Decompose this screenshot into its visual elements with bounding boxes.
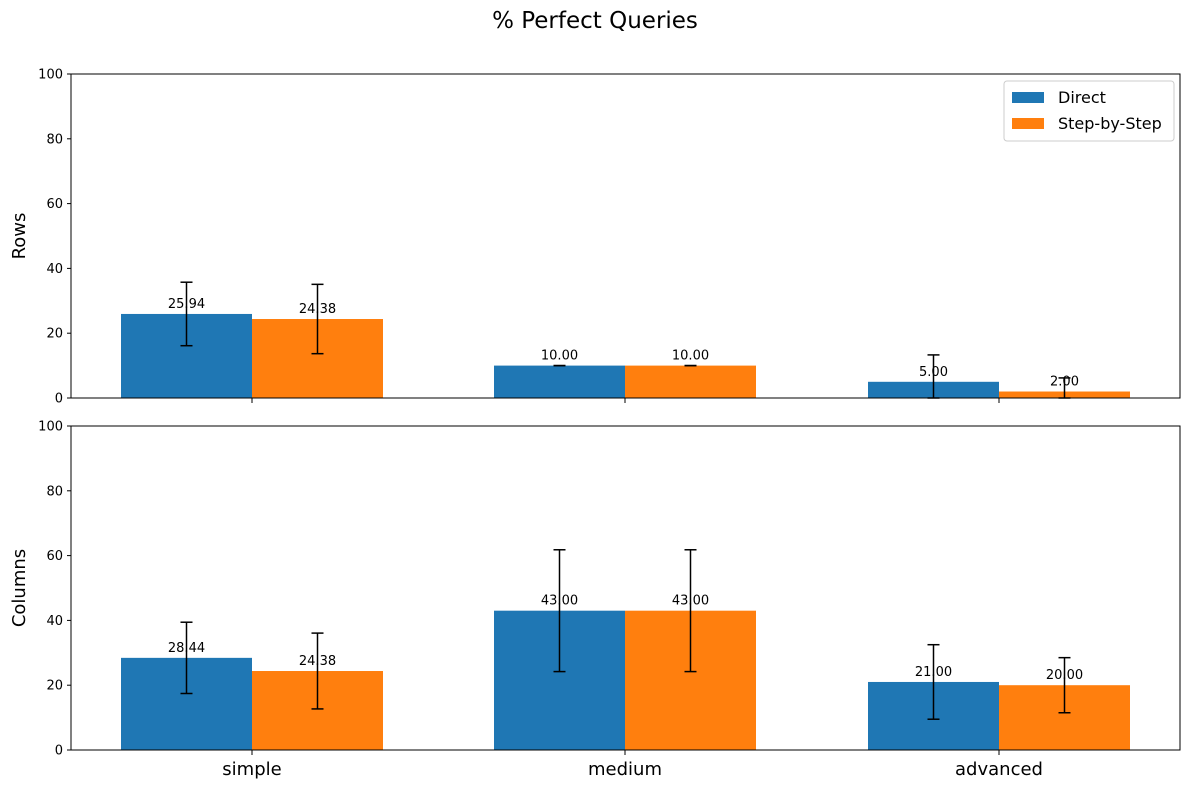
legend-box bbox=[1003, 80, 1175, 142]
bar-value-label: 10.00 bbox=[672, 349, 709, 364]
y-tick-label: 80 bbox=[46, 484, 63, 499]
panel-columns: 0 20 40 60 80 100 Columns 28.44 43.00 21.00 24.38 4… bbox=[9, 420, 1181, 759]
bar-value-label: 5.00 bbox=[919, 365, 948, 380]
legend-swatch-step-by-step bbox=[1012, 118, 1044, 129]
chart-title: % Perfect Queries bbox=[492, 8, 698, 34]
legend: Direct Step-by-Step bbox=[1003, 80, 1175, 142]
bar-step-by-step-medium bbox=[625, 365, 756, 398]
error-bar bbox=[1058, 656, 1071, 714]
bar-value-label: 43.00 bbox=[541, 594, 578, 609]
bar-value-label: 24.38 bbox=[299, 654, 336, 669]
bar-value-label: 10.00 bbox=[541, 349, 578, 364]
y-axis-label: Rows bbox=[9, 213, 30, 260]
bar-value-label: 21.00 bbox=[915, 665, 952, 680]
plot-frame bbox=[70, 425, 1181, 751]
x-category-label: advanced bbox=[955, 759, 1043, 780]
y-tick-label: 40 bbox=[46, 614, 63, 629]
panel-rows: 0 20 40 60 80 100 Rows 25.94 10.00 5.00 24.38 10.00… bbox=[9, 68, 1181, 407]
y-tick-label: 40 bbox=[46, 262, 63, 277]
y-tick-label: 100 bbox=[38, 420, 63, 435]
bar-value-label: 43.00 bbox=[672, 594, 709, 609]
error-bar bbox=[553, 549, 566, 673]
y-tick-label: 60 bbox=[46, 549, 63, 564]
y-axis-label: Columns bbox=[9, 549, 30, 627]
bar-value-label: 2.00 bbox=[1050, 375, 1079, 390]
legend-swatch-direct bbox=[1012, 92, 1044, 103]
bar-direct-medium bbox=[494, 365, 625, 398]
y-tick-label: 20 bbox=[46, 327, 63, 342]
y-tick-label: 100 bbox=[38, 68, 63, 83]
y-tick-label: 60 bbox=[46, 197, 63, 212]
error-bar bbox=[927, 643, 940, 720]
y-tick-label: 20 bbox=[46, 679, 63, 694]
y-tick-label: 80 bbox=[46, 132, 63, 147]
plot-frame bbox=[70, 73, 1181, 399]
x-category-label: medium bbox=[588, 759, 662, 780]
error-bar bbox=[684, 549, 697, 673]
x-category-label: simple bbox=[222, 759, 281, 780]
bar-value-label: 24.38 bbox=[299, 302, 336, 317]
bar-value-label: 20.00 bbox=[1046, 668, 1083, 683]
bar-value-label: 25.94 bbox=[168, 297, 205, 312]
error-bar bbox=[311, 632, 324, 710]
y-tick-label: 0 bbox=[55, 392, 63, 407]
y-tick-label: 0 bbox=[55, 744, 63, 759]
error-bar bbox=[311, 283, 324, 355]
error-bar bbox=[180, 621, 193, 695]
error-bar bbox=[180, 281, 193, 347]
bar-value-label: 28.44 bbox=[168, 641, 205, 656]
legend-label: Direct bbox=[1058, 88, 1106, 107]
legend-label: Step-by-Step bbox=[1058, 114, 1162, 133]
